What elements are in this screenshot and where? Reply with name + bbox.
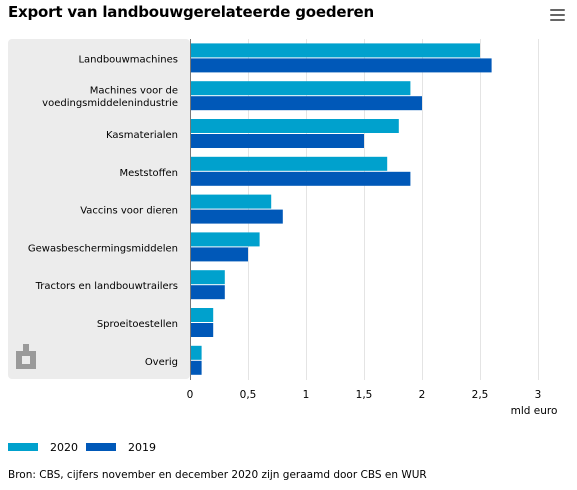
bar-2019[interactable] [191, 171, 411, 186]
bar-2020[interactable] [191, 308, 214, 322]
category-label: Overig [145, 357, 178, 368]
bar-2020[interactable] [191, 81, 411, 96]
category-label: Machines voor de voedingsmiddelenindustri… [42, 86, 178, 110]
chart-title: Export van landbouwgerelateerde goederen [8, 3, 374, 21]
bar-2020[interactable] [191, 43, 480, 58]
bar-2019[interactable] [191, 96, 422, 111]
category-axis-background [8, 39, 190, 379]
bar-2020[interactable] [191, 156, 388, 171]
x-axis-title: mld euro [511, 405, 558, 417]
category-label: Gewasbeschermingsmiddelen [28, 243, 178, 254]
category-label: Vaccins voor dieren [80, 206, 178, 217]
legend-label-2020: 2020 [50, 441, 78, 454]
legend-swatch-2020 [8, 443, 38, 451]
x-tick-label: 1 [303, 389, 310, 401]
legend-label-2019: 2019 [128, 441, 156, 454]
bar-2020[interactable] [191, 119, 399, 133]
category-label: Tractors en landbouwtrailers [35, 281, 178, 292]
bar-2019[interactable] [191, 134, 364, 148]
bar-2020[interactable] [191, 270, 225, 285]
bar-2020[interactable] [191, 345, 202, 360]
bar-2019[interactable] [191, 58, 492, 73]
bar-2020[interactable] [191, 232, 260, 247]
x-tick-label: 2,5 [472, 389, 489, 401]
cbs-logo-icon [16, 344, 36, 369]
x-tick-label: 3 [535, 389, 542, 401]
bar-2019[interactable] [191, 285, 225, 300]
category-label: Sproeitoestellen [97, 319, 178, 330]
bar-2019[interactable] [191, 323, 214, 337]
x-tick-label: 0,5 [240, 389, 257, 401]
x-axis-tick-labels: 0 0,5 1 1,5 2 2,5 3 [187, 389, 542, 401]
x-tick-label: 0 [187, 389, 194, 401]
bar-2019[interactable] [191, 360, 202, 375]
category-label: Kasmaterialen [106, 130, 178, 141]
bar-2020[interactable] [191, 194, 272, 209]
category-label: Landbouwmachines [78, 54, 178, 65]
source-note: Bron: CBS, cijfers november en december … [8, 469, 427, 481]
x-tick-label: 2 [419, 389, 426, 401]
legend-item-2019[interactable]: 2019 [86, 441, 156, 454]
gridlines [248, 39, 539, 380]
bar-chart: Landbouwmachines Machines voor de voedings… [8, 39, 558, 417]
bar-2019[interactable] [191, 247, 248, 262]
legend-item-2020[interactable]: 2020 [8, 441, 78, 454]
x-tick-label: 1,5 [356, 389, 373, 401]
bars [191, 43, 492, 375]
hamburger-menu-icon[interactable] [549, 8, 567, 22]
category-label: Meststoffen [119, 168, 178, 179]
legend-swatch-2019 [86, 443, 116, 451]
bar-2019[interactable] [191, 209, 283, 224]
category-labels: Landbouwmachines Machines voor de voedings… [28, 54, 178, 367]
